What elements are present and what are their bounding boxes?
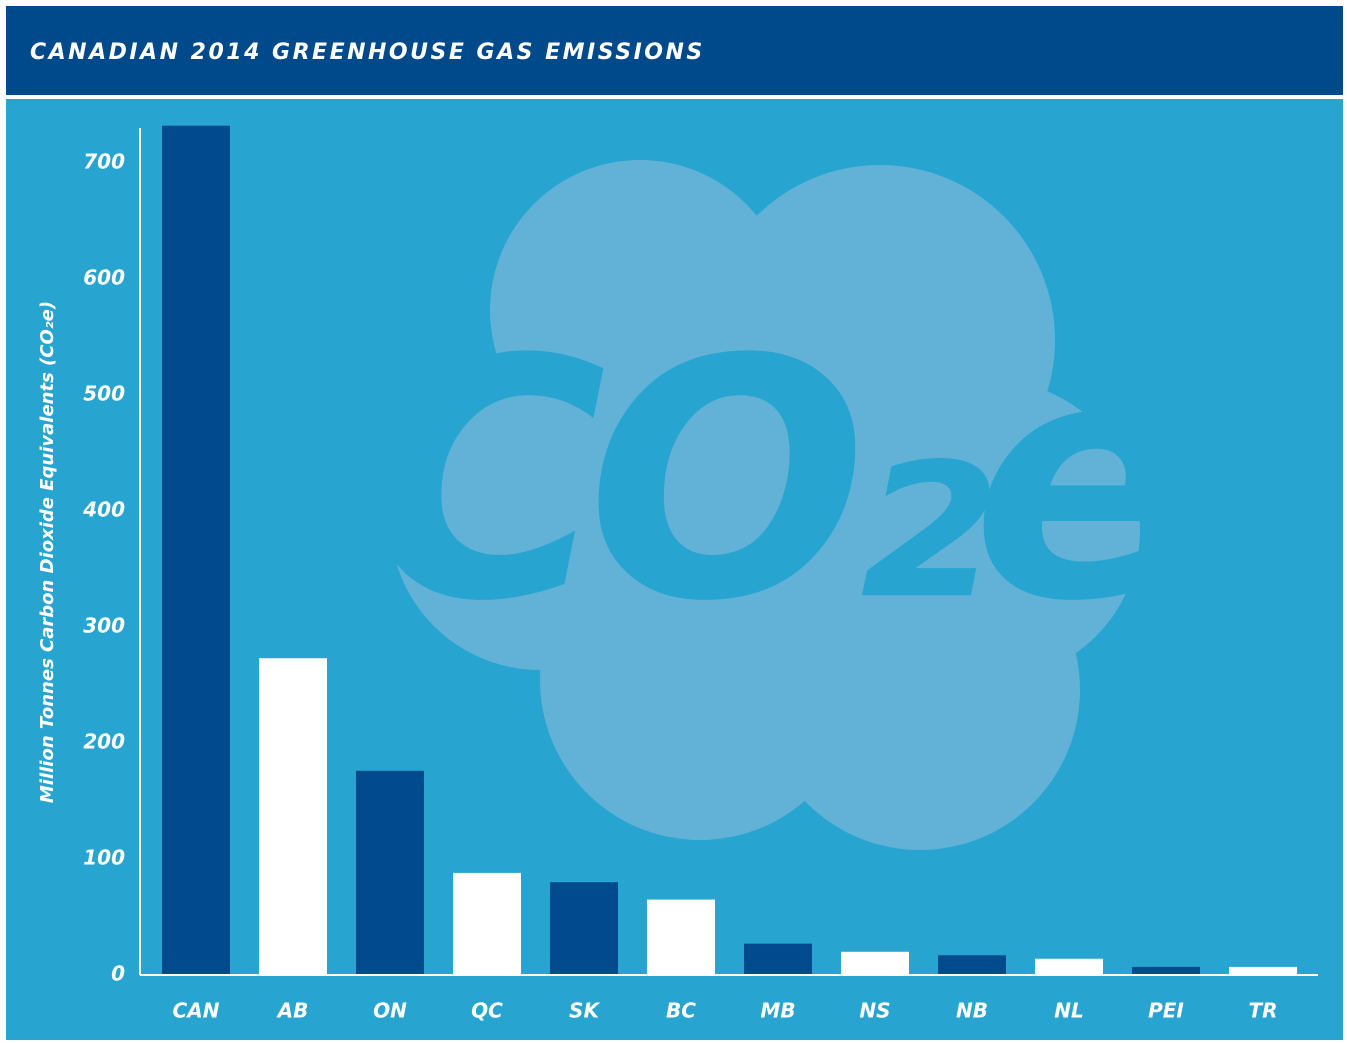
x-tick-label: NB xyxy=(956,999,988,1023)
x-tick-label: AB xyxy=(276,999,309,1023)
y-tick-label: 100 xyxy=(83,845,125,869)
header-bar xyxy=(6,6,1343,95)
y-tick-label: 400 xyxy=(82,497,125,521)
cloud xyxy=(390,160,1140,850)
y-tick-label: 300 xyxy=(83,613,125,637)
chart-title: CANADIAN 2014 GREENHOUSE GAS EMISSIONS xyxy=(30,40,705,65)
y-tick-label: 700 xyxy=(83,149,125,173)
bar xyxy=(162,125,230,976)
x-tick-label: MB xyxy=(760,999,795,1023)
x-tick-label: NL xyxy=(1054,999,1083,1023)
bar xyxy=(647,899,715,975)
y-tick-label: 0 xyxy=(111,962,125,986)
background-text: CO₂e xyxy=(364,289,1183,673)
y-tick-label: 600 xyxy=(83,265,125,289)
bar xyxy=(259,658,327,975)
bar xyxy=(1229,966,1297,975)
x-tick-label: TR xyxy=(1248,999,1277,1023)
bar xyxy=(841,951,909,975)
x-tick-label: BC xyxy=(666,999,696,1023)
bar xyxy=(744,943,812,975)
x-tick-label: ON xyxy=(373,999,407,1023)
bar xyxy=(1035,958,1103,975)
x-tick-label: QC xyxy=(471,999,503,1023)
y-tick-label: 200 xyxy=(83,729,125,753)
bar xyxy=(356,770,424,975)
bar xyxy=(550,882,618,975)
y-axis-label: Million Tonnes Carbon Dioxide Equivalent… xyxy=(37,301,58,803)
y-tick-label: 500 xyxy=(83,381,125,405)
x-tick-label: NS xyxy=(859,999,890,1023)
x-tick-label: SK xyxy=(569,999,600,1023)
bar xyxy=(1132,966,1200,975)
x-tick-label: PEI xyxy=(1148,999,1184,1023)
bar xyxy=(938,955,1006,975)
bar xyxy=(453,872,521,975)
x-tick-label: CAN xyxy=(173,999,220,1023)
